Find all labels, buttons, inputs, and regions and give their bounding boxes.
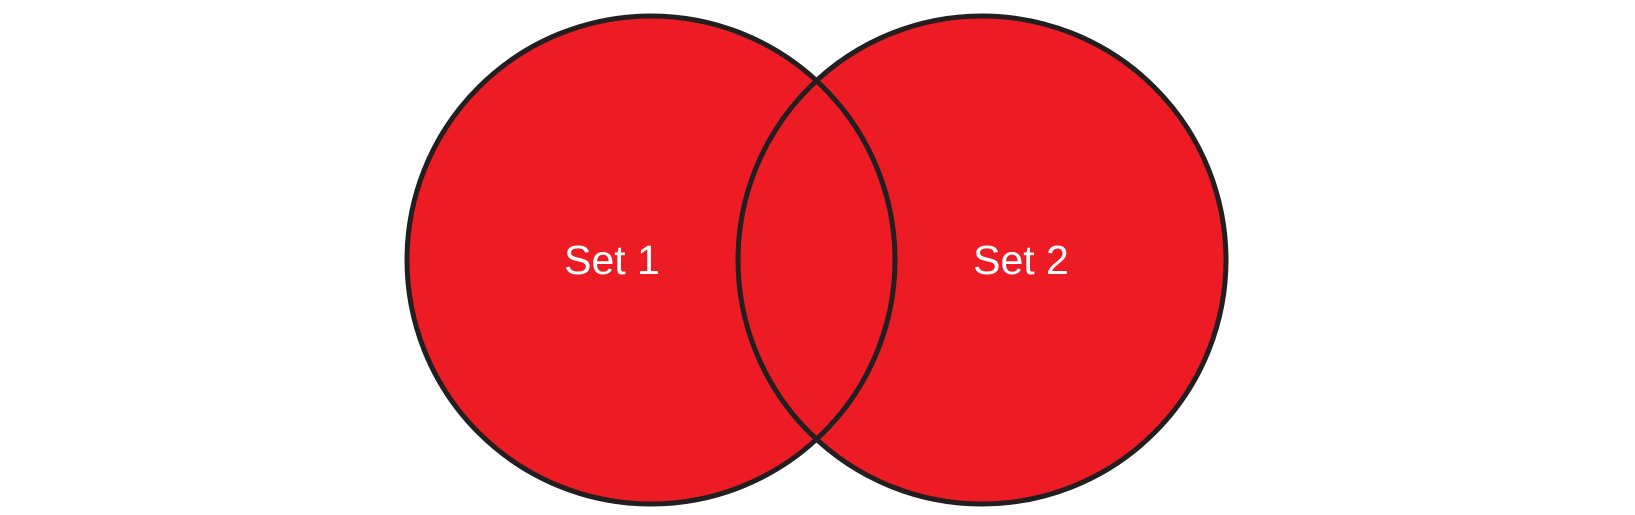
set-1-outline xyxy=(404,13,898,507)
set-2-outline xyxy=(735,13,1229,507)
set-1-label: Set 1 xyxy=(564,237,660,283)
set-2-label: Set 2 xyxy=(973,237,1069,283)
